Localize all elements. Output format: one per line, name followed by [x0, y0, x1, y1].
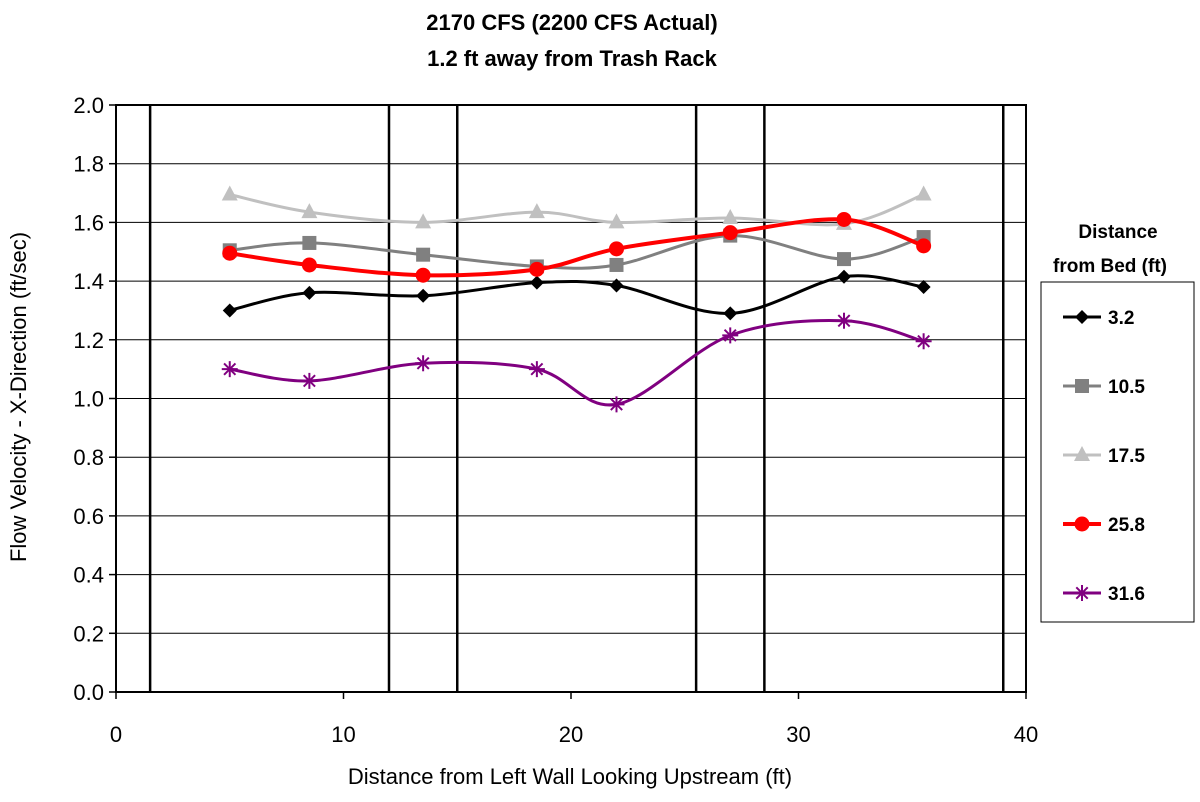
data-point-marker	[416, 288, 431, 303]
legend-label: 25.8	[1108, 515, 1145, 536]
legend-entry-31.6: 31.6	[1063, 584, 1145, 605]
data-point-marker	[608, 396, 625, 413]
data-point-marker	[722, 225, 738, 241]
y-tick-label: 2.0	[73, 93, 104, 118]
legend-marker	[1074, 516, 1090, 532]
series-line	[229, 234, 925, 270]
series-17.5	[221, 185, 932, 230]
y-tick-label: 1.0	[73, 387, 104, 412]
series-3.2	[222, 269, 931, 321]
series-25.8	[222, 211, 932, 283]
series-line	[229, 318, 925, 407]
legend-box	[1040, 281, 1195, 623]
series-line	[229, 274, 924, 315]
x-tick-label: 40	[1014, 722, 1038, 747]
y-tick-label: 0.4	[73, 563, 104, 588]
chart-title-line-1: 2170 CFS (2200 CFS Actual)	[426, 10, 717, 35]
y-tick-label: 0.6	[73, 504, 104, 529]
data-point-marker	[836, 211, 852, 227]
data-point-marker	[222, 303, 237, 318]
series-31.6	[221, 312, 932, 413]
y-axis-title: Flow Velocity - X-Direction (ft/sec)	[6, 232, 31, 562]
data-point-marker	[529, 261, 545, 277]
y-tick-label: 1.8	[73, 152, 104, 177]
data-point-marker	[837, 269, 851, 284]
x-tick-label: 10	[331, 722, 355, 747]
legend-entry-25.8: 25.8	[1063, 515, 1145, 536]
data-point-marker	[415, 355, 432, 372]
vertical-reference-lines	[148, 105, 1005, 692]
legend-label: 17.5	[1108, 446, 1145, 467]
data-point-marker	[609, 257, 624, 272]
legend-marker	[1074, 585, 1090, 601]
legend-label: 3.2	[1108, 308, 1134, 329]
data-point-marker	[528, 361, 545, 378]
series-lines	[221, 185, 932, 413]
data-point-marker	[222, 245, 238, 261]
chart-title-line-2: 1.2 ft away from Trash Rack	[427, 46, 718, 71]
data-point-marker	[722, 327, 739, 344]
data-point-marker	[415, 267, 431, 283]
legend-label: 31.6	[1108, 584, 1145, 605]
data-point-marker	[915, 333, 932, 350]
data-point-marker	[836, 312, 852, 329]
y-tick-label: 0.8	[73, 445, 104, 470]
series-line	[229, 193, 925, 227]
data-point-marker	[608, 213, 625, 229]
x-tick-label: 0	[110, 722, 122, 747]
data-point-marker	[837, 252, 851, 267]
legend-entry-3.2: 3.2	[1063, 308, 1134, 329]
data-point-marker	[301, 203, 318, 219]
data-point-marker	[528, 203, 545, 219]
data-point-marker	[221, 361, 238, 378]
data-point-marker	[722, 208, 739, 224]
legend-label: 10.5	[1108, 377, 1145, 398]
series-line	[229, 217, 925, 278]
legend-entries: 3.2 10.5 17.5 25.8 31.6	[1063, 308, 1145, 605]
data-point-marker	[529, 275, 544, 290]
y-tick-label: 1.4	[73, 269, 104, 294]
legend-entry-17.5: 17.5	[1063, 446, 1145, 467]
data-point-marker	[302, 285, 317, 300]
data-point-marker	[723, 306, 738, 321]
data-point-marker	[609, 278, 624, 293]
horizontal-gridlines	[116, 163, 1026, 634]
data-point-marker	[221, 185, 238, 201]
x-tick-label: 20	[559, 722, 583, 747]
data-point-marker	[301, 372, 318, 389]
legend-marker	[1074, 446, 1090, 461]
legend-marker	[1075, 379, 1089, 393]
data-point-marker	[416, 247, 431, 262]
legend-title-line-1: Distance	[1078, 222, 1157, 243]
data-point-marker	[609, 241, 624, 257]
x-axis-title: Distance from Left Wall Looking Upstream…	[348, 764, 792, 789]
x-tick-label: 30	[786, 722, 810, 747]
y-tick-label: 1.2	[73, 328, 104, 353]
legend-title-line-2: from Bed (ft)	[1053, 256, 1167, 277]
data-point-marker	[415, 213, 432, 229]
data-point-marker	[916, 238, 932, 254]
data-point-marker	[301, 257, 317, 273]
data-point-marker	[915, 185, 932, 201]
legend-entry-10.5: 10.5	[1063, 377, 1145, 398]
legend-marker	[1075, 310, 1089, 324]
y-tick-label: 0.2	[73, 621, 104, 646]
data-point-marker	[916, 279, 931, 294]
axes: 0.0 0.2 0.4 0.6 0.8 1.0 1.2 1.4 1.6 1.8 2.0 0 10 20 30…	[73, 93, 1038, 747]
y-tick-label: 1.6	[73, 210, 104, 235]
data-point-marker	[302, 235, 317, 250]
y-tick-label: 0.0	[73, 680, 104, 705]
